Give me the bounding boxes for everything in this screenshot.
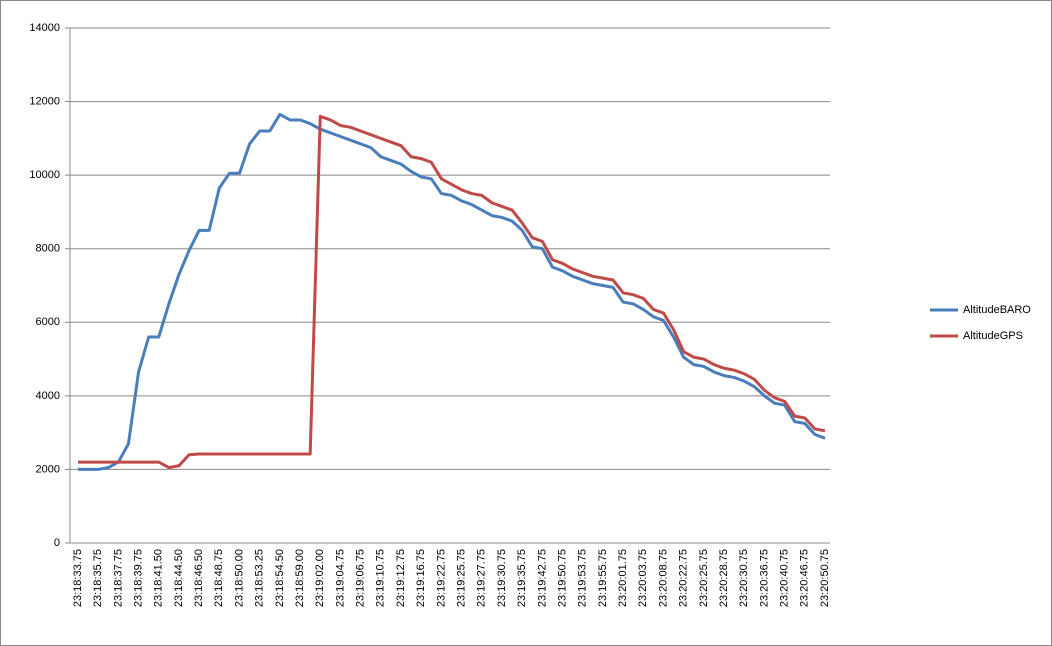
x-tick-label: 23:18:59.00 <box>294 549 306 607</box>
x-tick-label: 23:19:25.75 <box>456 549 468 607</box>
x-tick-label: 23:20:36.75 <box>758 549 770 607</box>
x-tick-label: 23:19:12.75 <box>395 549 407 607</box>
x-tick-label: 23:20:28.75 <box>718 549 730 607</box>
y-tick-label: 8000 <box>36 243 60 255</box>
x-tick-label: 23:18:41.50 <box>153 549 165 607</box>
x-tick-label: 23:20:25.75 <box>698 549 710 607</box>
x-tick-label: 23:18:48.75 <box>213 549 225 607</box>
y-tick-label: 0 <box>54 537 60 549</box>
x-tick-label: 23:18:44.50 <box>173 549 185 607</box>
series-line <box>78 114 826 470</box>
x-tick-label: 23:19:22.75 <box>435 549 447 607</box>
x-tick-label: 23:19:27.75 <box>476 549 488 607</box>
x-tick-label: 23:20:08.75 <box>657 549 669 607</box>
y-tick-label: 4000 <box>36 390 60 402</box>
x-tick-label: 23:20:30.75 <box>738 549 750 607</box>
legend-label: AltitudeGPS <box>963 330 1023 342</box>
x-tick-label: 23:18:54.50 <box>274 549 286 607</box>
x-tick-label: 23:19:50.75 <box>556 549 568 607</box>
y-tick-label: 2000 <box>36 463 60 475</box>
x-tick-label: 23:18:35.75 <box>92 549 104 607</box>
x-tick-label: 23:19:02.00 <box>314 549 326 607</box>
x-tick-label: 23:18:37.75 <box>112 549 124 607</box>
x-tick-label: 23:20:01.75 <box>617 549 629 607</box>
x-tick-label: 23:19:06.75 <box>355 549 367 607</box>
x-tick-label: 23:20:40.75 <box>779 549 791 607</box>
x-tick-label: 23:19:42.75 <box>536 549 548 607</box>
x-tick-label: 23:20:03.75 <box>637 549 649 607</box>
x-tick-label: 23:18:33.75 <box>72 549 84 607</box>
x-tick-label: 23:19:04.75 <box>334 549 346 607</box>
x-tick-label: 23:19:16.75 <box>415 549 427 607</box>
x-tick-label: 23:20:50.75 <box>819 549 831 607</box>
x-tick-label: 23:19:53.75 <box>577 549 589 607</box>
y-tick-label: 12000 <box>29 95 60 107</box>
legend-label: AltitudeBARO <box>963 304 1031 316</box>
y-tick-label: 10000 <box>29 169 60 181</box>
x-tick-label: 23:19:35.75 <box>516 549 528 607</box>
x-tick-label: 23:20:46.75 <box>799 549 811 607</box>
x-tick-label: 23:19:10.75 <box>375 549 387 607</box>
y-tick-label: 14000 <box>29 22 60 34</box>
y-tick-label: 6000 <box>36 316 60 328</box>
x-tick-label: 23:18:39.75 <box>132 549 144 607</box>
x-tick-label: 23:18:53.25 <box>254 549 266 607</box>
x-tick-label: 23:18:50.00 <box>233 549 245 607</box>
x-tick-label: 23:20:22.75 <box>678 549 690 607</box>
x-tick-label: 23:19:55.75 <box>597 549 609 607</box>
x-tick-label: 23:18:46.50 <box>193 549 205 607</box>
series-line <box>78 112 826 471</box>
x-tick-label: 23:19:30.75 <box>496 549 508 607</box>
